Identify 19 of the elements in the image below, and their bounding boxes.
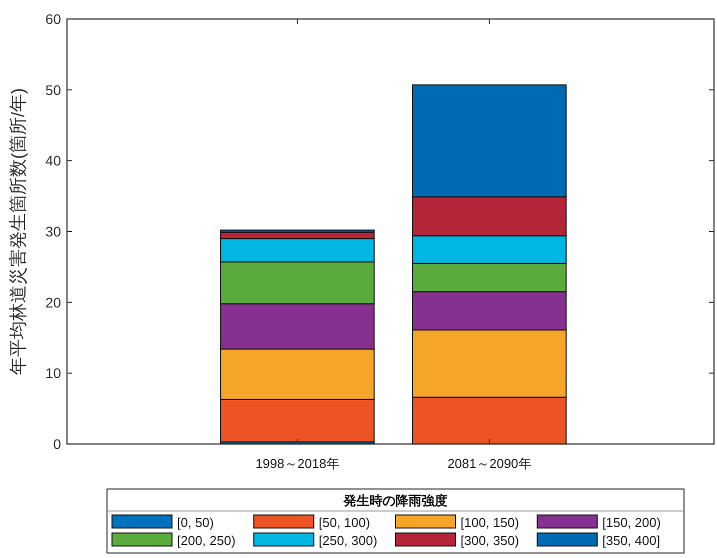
y-tick-label: 40	[45, 152, 62, 169]
legend-label: [100, 150)	[460, 515, 520, 530]
legend-label: [150, 200)	[602, 515, 661, 530]
legend-label: [350, 400]	[602, 533, 660, 548]
legend-label: [250, 300)	[318, 533, 378, 548]
x-tick-label: 1998～2018年	[255, 456, 340, 471]
y-axis-title: 年平均林道災害発生箇所数(箇所/年)	[8, 88, 28, 375]
legend-title: 発生時の降雨強度	[342, 493, 448, 508]
y-tick-label: 60	[45, 11, 62, 27]
legend-label: [200, 250)	[177, 533, 236, 548]
y-tick-label: 50	[45, 82, 62, 98]
legend-label: [50, 100)	[318, 515, 370, 530]
y-tick-label: 20	[45, 294, 62, 310]
legend-label: [300, 350)	[460, 533, 520, 548]
y-tick-label: 10	[45, 365, 62, 382]
x-tick-label: 2081～2090年	[447, 456, 532, 471]
y-tick-label: 0	[53, 436, 62, 452]
y-tick-label: 30	[45, 224, 62, 240]
legend-label: [0, 50)	[177, 515, 214, 530]
